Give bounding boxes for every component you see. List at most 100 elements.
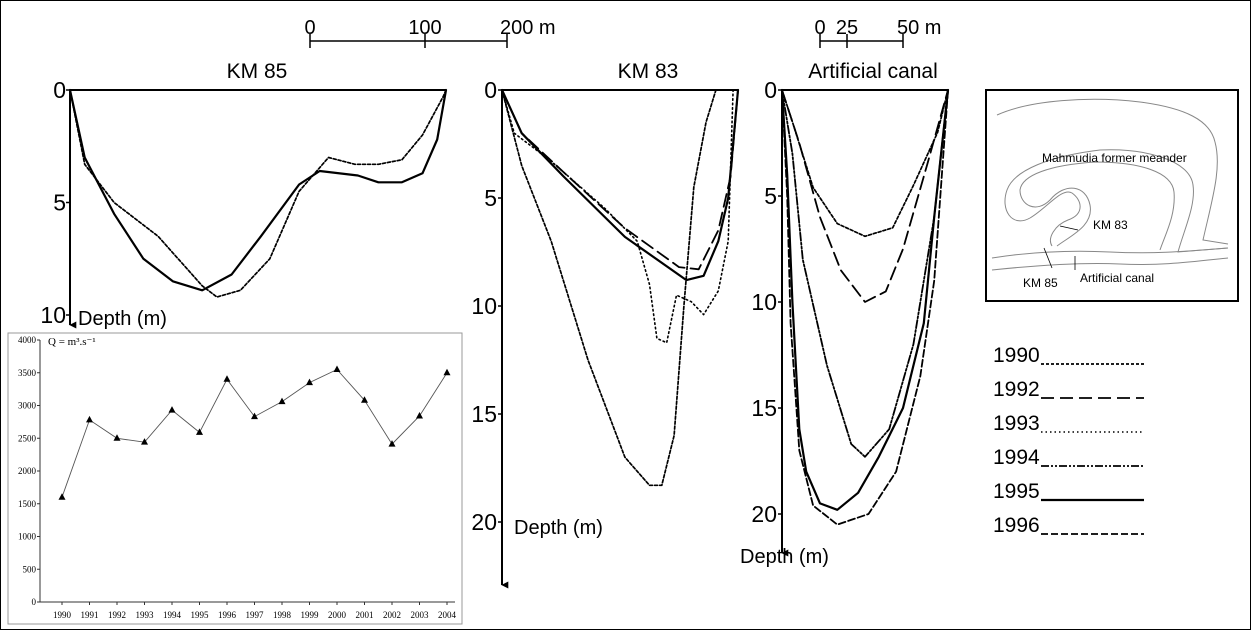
discharge-x-tick-label: 2004 [438, 610, 457, 620]
depth-tick-label: 10 [40, 302, 66, 328]
legend-year-1990: 1990 [993, 344, 1040, 367]
profile-1990 [501, 89, 717, 487]
discharge-x-tick-label: 2001 [356, 610, 374, 620]
discharge-y-tick-label: 2000 [18, 466, 37, 476]
discharge-x-tick-label: 1991 [81, 610, 99, 620]
discharge-y-tick-label: 2500 [18, 433, 37, 443]
scale-tick-label: 100 [408, 17, 441, 39]
inset-label-meander: Mahmudia former meander [1042, 151, 1187, 165]
profile-1990 [69, 89, 447, 298]
depth-tick-label: 0 [53, 77, 66, 103]
discharge-y-tick-label: 1500 [18, 499, 37, 509]
discharge-x-tick-label: 1990 [53, 610, 72, 620]
scale-tick-label: 50 m [897, 17, 941, 39]
discharge-x-tick-label: 1992 [108, 610, 126, 620]
panel-title: KM 85 [227, 60, 288, 83]
depth-axis-label: Depth (m) [514, 517, 603, 539]
profile-1993 [501, 89, 734, 344]
legend-year-1993: 1993 [993, 412, 1040, 435]
scale-tick-label: 25 [836, 17, 858, 39]
year-legend: 1990 1992 1993 1994 1995 1996 [993, 344, 1144, 537]
depth-tick-label: 0 [764, 77, 777, 103]
depth-tick-label: 10 [471, 293, 497, 319]
panel-title: KM 83 [618, 60, 679, 83]
inset-map-border [985, 89, 1239, 302]
canal-bank-north [991, 247, 1229, 259]
discharge-point [141, 438, 148, 445]
discharge-chart: 0 500 1000 1500 2000 2500 3000 3500 4000 Q = m³.s… [7, 332, 463, 625]
depth-tick-label: 10 [751, 289, 777, 315]
cross-section-artificial-canal: Artificial canal 0 5 10 15 20 Depth (m) [740, 60, 950, 568]
discharge-y-tick-label: 3000 [18, 401, 37, 411]
discharge-point [251, 412, 258, 420]
depth-axis-label: Depth (m) [740, 546, 829, 568]
cross-section-km85: KM 85 0 5 10 Depth (m) [40, 60, 448, 330]
inset-label-canal: Artificial canal [1080, 271, 1154, 285]
discharge-point [113, 434, 121, 441]
discharge-y-tick-label: 3500 [18, 368, 37, 378]
scale-tick-label: 0 [814, 17, 825, 39]
km83-pointer [1059, 225, 1079, 231]
depth-tick-label: 15 [471, 401, 497, 427]
profile-1995 [68, 88, 448, 292]
canal-bank-south [991, 257, 1229, 271]
depth-tick-label: 0 [484, 77, 497, 103]
discharge-y-label: Q = m³.s⁻¹ [48, 336, 96, 348]
discharge-x-tick-label: 2002 [383, 610, 401, 620]
discharge-x-tick-label: 2000 [328, 610, 347, 620]
location-map-inset: Mahmudia former meander KM 83 KM 85 Arti… [985, 89, 1239, 302]
km85-pointer [1043, 247, 1053, 269]
river-bank-outer [996, 98, 1229, 245]
discharge-y-tick-label: 500 [23, 564, 37, 574]
depth-tick-label: 20 [471, 509, 497, 535]
discharge-point [196, 428, 203, 435]
discharge-point [416, 411, 423, 419]
discharge-point [388, 440, 396, 447]
inset-label-km83: KM 83 [1093, 218, 1128, 232]
discharge-point [443, 368, 451, 376]
profile-1995 [500, 88, 740, 282]
discharge-point [223, 375, 231, 382]
legend-year-1992: 1992 [993, 378, 1040, 401]
discharge-x-tick-label: 1994 [163, 610, 182, 620]
discharge-point [86, 415, 93, 423]
profile-1996 [781, 89, 949, 526]
cross-section-km83: KM 83 0 5 10 15 20 Depth (m) [471, 60, 740, 589]
depth-axis-label: Depth (m) [78, 308, 167, 330]
discharge-x-tick-label: 1997 [246, 610, 265, 620]
discharge-point [168, 406, 176, 413]
depth-tick-label: 15 [751, 395, 777, 421]
discharge-point [58, 493, 66, 500]
discharge-point [333, 365, 341, 372]
scale-tick-label: 0 [304, 17, 315, 39]
discharge-chart-border [7, 332, 463, 625]
legend-year-1994: 1994 [993, 446, 1040, 469]
profile-1994 [781, 89, 949, 458]
inset-label-km85: KM 85 [1023, 276, 1058, 290]
discharge-x-tick-label: 1995 [191, 610, 210, 620]
scale-tick-label: 200 m [500, 17, 556, 39]
discharge-y-tick-label: 4000 [18, 335, 37, 345]
legend-year-1995: 1995 [993, 480, 1040, 503]
discharge-x-tick-label: 2003 [411, 610, 430, 620]
river-bank-inner [1004, 149, 1229, 253]
discharge-y-tick-label: 1000 [18, 532, 37, 542]
panel-title: Artificial canal [808, 60, 938, 83]
discharge-x-tick-label: 1993 [136, 610, 155, 620]
discharge-y-tick-label: 0 [32, 597, 37, 607]
legend-year-1996: 1996 [993, 514, 1040, 537]
depth-tick-label: 20 [751, 501, 777, 527]
scale-bar-50m: 0 25 50 m [814, 17, 941, 48]
profile-1992 [781, 89, 949, 303]
depth-tick-label: 5 [53, 190, 66, 216]
discharge-x-tick-label: 1996 [218, 610, 237, 620]
discharge-point [306, 378, 313, 386]
meander-inner-loop [1019, 161, 1175, 251]
scale-bar-200m: 0 100 200 m [304, 17, 556, 48]
depth-tick-label: 5 [484, 185, 497, 211]
discharge-x-tick-label: 1999 [301, 610, 320, 620]
profile-1992 [501, 89, 739, 271]
profile-1990 [781, 89, 949, 238]
